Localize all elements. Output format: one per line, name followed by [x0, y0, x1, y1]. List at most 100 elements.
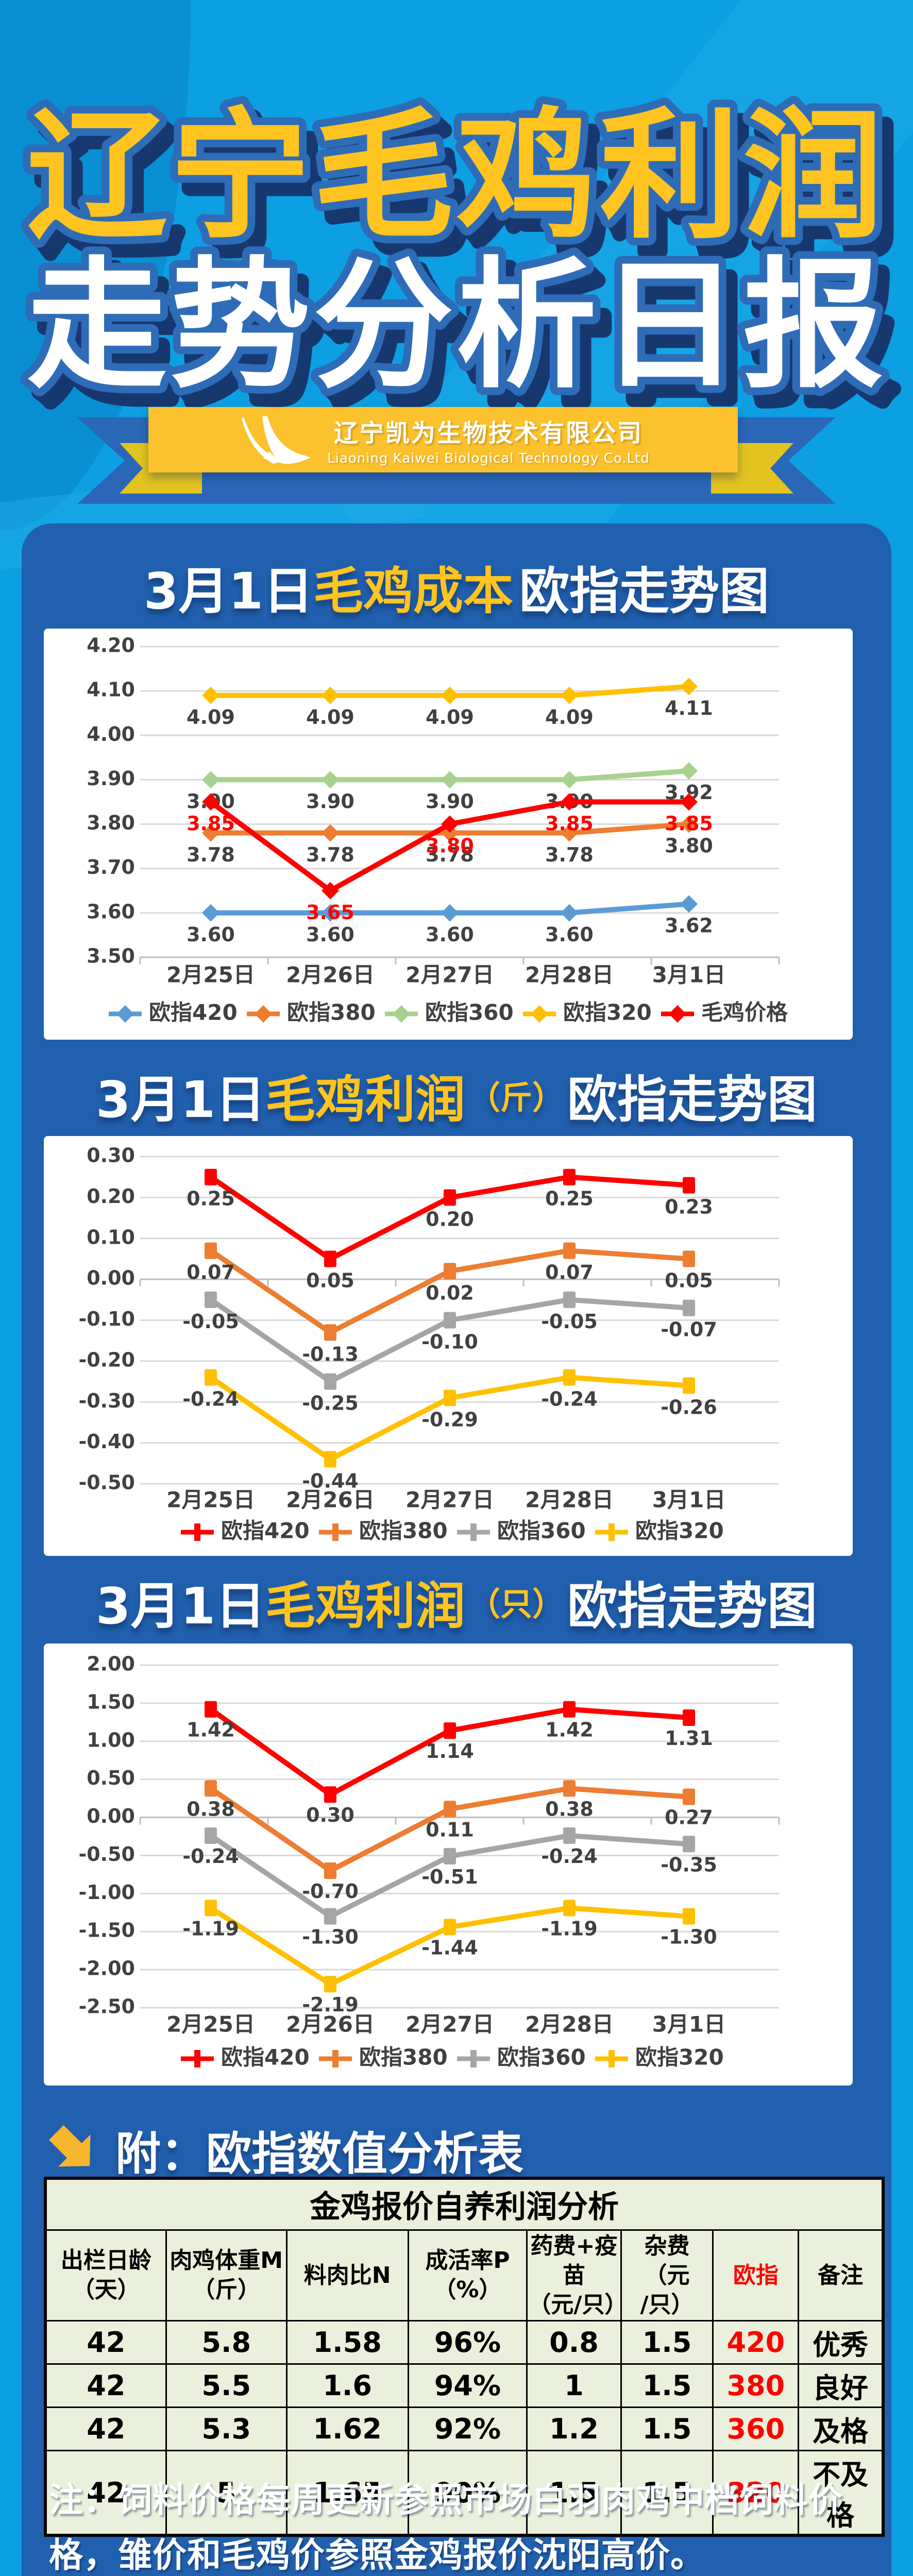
data-label: 3.60: [426, 923, 474, 946]
table-cell: 5.8: [165, 2320, 288, 2365]
table-cell: 42: [44, 2320, 167, 2365]
company-name-block: 辽宁凯为生物技术有限公司 Liaoning Kaiwei Biological …: [327, 413, 650, 466]
table-header-cell: 备注: [798, 2229, 884, 2322]
footnote: 注：饲料价格每周更新参照市场白羽肉鸡中档饲料价格，雏价和毛鸡价参照金鸡报价沈阳高…: [49, 2480, 843, 2575]
legend-item: 欧指360: [457, 2045, 586, 2070]
chart-svg: 0.30 0.20 0.10 0.00 -0.10 -0.20 -0.30 -0.40 -0.5…: [78, 1144, 780, 1544]
data-label: 0.23: [665, 1196, 713, 1218]
table-row: 42 5.8 1.58 96% 0.8 1.5 420 优秀: [44, 2320, 884, 2365]
data-label: -0.26: [661, 1396, 717, 1419]
data-label: -1.19: [182, 1917, 239, 1940]
series-欧指380: 0.38 -0.70 0.11 0.38 0.27: [187, 1780, 713, 1903]
legend-item: 欧指380: [319, 1518, 448, 1544]
table-row: 42 5.3 1.62 92% 1.2 1.5 360 及格: [44, 2406, 884, 2452]
table-cell: 92%: [407, 2406, 528, 2452]
data-label: 0.38: [187, 1798, 235, 1820]
svg-text:0.30: 0.30: [87, 1144, 135, 1167]
table-header-cell: 料肉比N: [285, 2229, 409, 2322]
analysis-table-header: 附：欧指数值分析表: [45, 2111, 523, 2189]
svg-text:-0.50: -0.50: [78, 1471, 135, 1494]
data-label: 4.09: [187, 706, 235, 728]
data-label: -1.30: [302, 1926, 359, 1948]
data-label: 4.09: [306, 706, 354, 728]
svg-text:0.00: 0.00: [87, 1805, 135, 1827]
table-title: 金鸡报价自养利润分析: [44, 2177, 884, 2231]
series-欧指320: -0.24 -0.44 -0.29 -0.24 -0.26: [182, 1369, 717, 1492]
profit-analysis-table: 金鸡报价自养利润分析 出栏日龄 （天） 肉鸡体重M （斤） 料肉比N 成活率P （%）药…: [44, 2177, 885, 2537]
table-cell: 42: [44, 2363, 167, 2409]
company-logo-icon: [242, 416, 311, 464]
svg-text:毛鸡价格: 毛鸡价格: [701, 1000, 788, 1025]
data-label: 0.07: [545, 1261, 594, 1284]
data-label: -0.29: [421, 1408, 478, 1431]
poster-title-line2: 走势分析日报: [19, 237, 891, 415]
company-name-cn: 辽宁凯为生物技术有限公司: [334, 419, 643, 448]
series-欧指360: 3.903.903.903.903.92: [187, 762, 713, 812]
table-header-cell: 肉鸡体重M （斤）: [165, 2229, 288, 2322]
company-banner: 辽宁凯为生物技术有限公司 Liaoning Kaiwei Biological …: [148, 407, 738, 472]
legend-item: 欧指420: [109, 1000, 238, 1025]
profit-per-jin-chart: 0.30 0.20 0.10 0.00 -0.10 -0.20 -0.30 -0.40 -0.5…: [44, 1136, 853, 1556]
data-label: 3.78: [306, 843, 354, 866]
svg-text:欧指320: 欧指320: [563, 1000, 652, 1025]
data-label: -0.10: [421, 1331, 478, 1353]
data-label: -0.25: [302, 1392, 359, 1415]
x-tick-label: 2月26日: [286, 962, 375, 988]
title-text-1: 辽宁毛鸡利润: [27, 95, 886, 258]
table-cell: 1.2: [526, 2406, 622, 2452]
svg-text:-2.00: -2.00: [78, 1957, 135, 1980]
section-title-cost: 3月1日 毛鸡成本 欧指走势图: [22, 550, 891, 622]
x-tick-label: 2月28日: [525, 962, 614, 988]
table-cell: 不及格: [798, 2450, 884, 2536]
data-label: 3.60: [187, 923, 235, 946]
legend-item: 欧指380: [247, 1000, 376, 1025]
svg-text:欧指360: 欧指360: [425, 1000, 514, 1025]
svg-text:2.00: 2.00: [87, 1653, 135, 1675]
svg-text:欧指420: 欧指420: [221, 1518, 310, 1544]
arrow-down-right-icon: [49, 2125, 91, 2167]
data-label: 3.78: [545, 843, 594, 866]
svg-text:0.20: 0.20: [87, 1185, 135, 1208]
series-欧指360: -0.05 -0.25 -0.10 -0.05 -0.07: [182, 1291, 717, 1415]
table-cell: 94%: [407, 2363, 528, 2409]
data-label: -0.51: [421, 1866, 478, 1888]
table-cell: 优秀: [798, 2320, 884, 2365]
data-label: 4.11: [665, 697, 713, 720]
table-header-cell: 药费+疫苗 （元/只）: [526, 2229, 628, 2322]
series-欧指420: 3.60 3.60 3.60 3.60 3.62: [187, 895, 713, 946]
data-label: -0.07: [661, 1318, 717, 1341]
legend-item: 欧指360: [385, 1000, 514, 1025]
svg-text:1.50: 1.50: [87, 1690, 135, 1713]
svg-text:3.80: 3.80: [87, 811, 135, 834]
x-tick-label: 2月25日: [166, 2012, 255, 2037]
data-label: 4.09: [426, 706, 474, 728]
data-label: 3.60: [545, 923, 594, 946]
section2-highlight: 毛鸡利润: [265, 1070, 465, 1129]
x-tick-label: 2月28日: [525, 1487, 614, 1513]
x-tick-label: 2月25日: [166, 962, 255, 988]
svg-text:1.00: 1.00: [87, 1728, 135, 1751]
svg-text:欧指380: 欧指380: [359, 1518, 448, 1544]
table-cell: 良好: [798, 2363, 884, 2409]
svg-text:3.50: 3.50: [87, 945, 135, 968]
x-tick-label: 2月27日: [405, 1487, 494, 1513]
data-label: -0.44: [302, 1469, 359, 1492]
svg-text:0.00: 0.00: [87, 1267, 135, 1290]
title-text-2: 走势分析日报: [27, 245, 886, 408]
data-label: -0.13: [302, 1343, 359, 1365]
legend-item: 欧指420: [181, 1518, 310, 1544]
table-cell: 96%: [407, 2320, 528, 2365]
series-欧指320: 4.09 4.09 4.09 4.09 4.11: [187, 677, 713, 728]
table-cell: 1.5: [620, 2450, 714, 2536]
section3-highlight: 毛鸡利润: [265, 1577, 465, 1635]
data-label: 3.85: [545, 812, 594, 835]
table-cell: 1.5: [620, 2363, 714, 2409]
svg-text:0.10: 0.10: [87, 1226, 135, 1248]
svg-text:-1.00: -1.00: [78, 1881, 135, 1904]
svg-text:欧指420: 欧指420: [221, 2045, 310, 2070]
x-tick-label: 2月27日: [405, 2012, 494, 2037]
x-tick-label: 2月28日: [525, 2012, 614, 2037]
svg-text:3.90: 3.90: [87, 767, 135, 790]
profit-table-wrap: 金鸡报价自养利润分析 出栏日龄 （天） 肉鸡体重M （斤） 料肉比N 成活率P （%）药…: [44, 2177, 885, 2537]
cost-trend-chart: 4.20 4.10 4.00 3.90 3.80 3.70 3.60 3.50 2月25日 2月2…: [44, 629, 853, 1040]
